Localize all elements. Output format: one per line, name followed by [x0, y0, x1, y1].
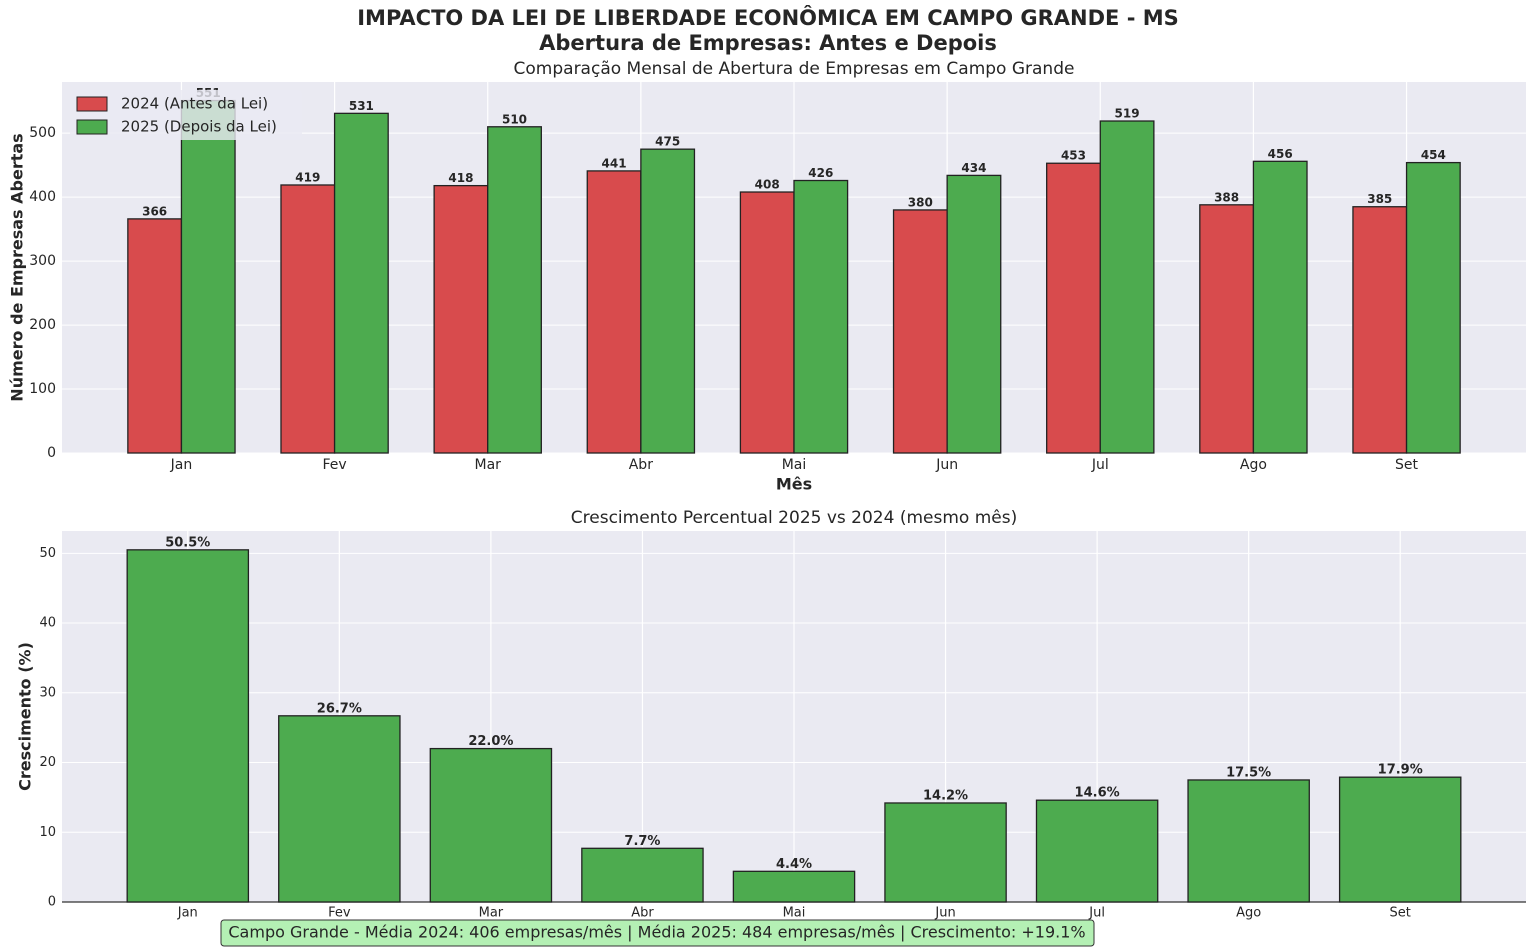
value-label: 26.7% — [317, 701, 362, 716]
x-tick-label: Abr — [631, 906, 654, 921]
legend-swatch — [76, 96, 108, 112]
y-tick-label: 40 — [39, 616, 56, 631]
legend-label: 2025 (Depois da Lei) — [121, 118, 277, 136]
bar — [180, 99, 236, 454]
x-tick-label: Jan — [170, 457, 193, 473]
bar — [1046, 162, 1101, 454]
bar — [487, 126, 542, 454]
bar — [884, 802, 1007, 903]
y-tick-label: 30 — [39, 685, 56, 700]
bar — [892, 209, 948, 454]
value-label: 17.5% — [1226, 765, 1271, 780]
bar — [586, 170, 642, 454]
value-label: 4.4% — [776, 857, 812, 872]
value-label: 7.7% — [624, 834, 660, 849]
value-label: 14.2% — [923, 788, 968, 803]
x-tick-label: Abr — [629, 457, 653, 473]
value-label: 426 — [808, 166, 833, 180]
x-tick-label: Mar — [475, 457, 502, 473]
bar — [1187, 779, 1310, 903]
x-tick-label: Set — [1390, 906, 1411, 921]
y-tick-label: 20 — [39, 755, 56, 770]
value-label: 456 — [1268, 147, 1293, 161]
bar — [1252, 160, 1308, 454]
legend-box — [70, 90, 302, 140]
value-label: 510 — [502, 112, 527, 126]
value-label: 388 — [1214, 190, 1239, 204]
value-label: 380 — [908, 195, 933, 209]
x-tick-label: Mai — [782, 457, 807, 473]
y-tick-label: 10 — [39, 825, 56, 840]
x-tick-label: Jun — [935, 457, 958, 473]
figure-title: IMPACTO DA LEI DE LIBERDADE ECONÔMICA EM… — [357, 5, 1179, 30]
x-tick-label: Mai — [783, 906, 806, 921]
axes-title: Comparação Mensal de Abertura de Empresa… — [514, 59, 1075, 79]
y-tick-label: 100 — [29, 381, 56, 397]
axes-title: Crescimento Percentual 2025 vs 2024 (mes… — [571, 508, 1017, 528]
note: Campo Grande - Média 2024: 406 empresas/… — [228, 923, 1085, 942]
value-label: 408 — [755, 178, 780, 192]
y-tick-label: 400 — [29, 189, 56, 205]
value-label: 14.6% — [1075, 786, 1120, 801]
x-tick-label: Fev — [328, 906, 351, 921]
x-tick-label: Set — [1395, 457, 1419, 473]
legend-swatch — [76, 119, 108, 135]
value-label: 434 — [961, 161, 986, 175]
y-axis-label: Crescimento (%) — [16, 642, 35, 791]
value-label: 531 — [349, 99, 374, 113]
y-tick-label: 200 — [29, 317, 56, 333]
figure-subtitle: Abertura de Empresas: Antes e Depois — [539, 31, 997, 55]
value-label: 22.0% — [468, 734, 513, 749]
x-tick-label: Jan — [177, 906, 198, 921]
y-tick-label: 50 — [39, 546, 56, 561]
value-label: 453 — [1061, 149, 1086, 163]
x-tick-label: Ago — [1240, 457, 1267, 473]
x-axis-label: Mês — [776, 475, 812, 494]
x-tick-label: Jun — [934, 906, 955, 921]
note-box — [220, 919, 1095, 947]
bar — [1352, 206, 1408, 454]
y-tick-label: 500 — [29, 125, 56, 141]
bar — [1099, 120, 1155, 454]
legend-label: 2024 (Antes da Lei) — [121, 95, 268, 113]
x-tick-label: Jul — [1091, 457, 1109, 473]
bar — [433, 184, 489, 454]
value-label: 419 — [295, 170, 320, 184]
value-label: 519 — [1115, 107, 1140, 121]
x-tick-label: Jul — [1088, 906, 1105, 921]
y-tick-label: 0 — [48, 895, 56, 910]
bar — [278, 715, 401, 903]
value-label: 385 — [1367, 192, 1392, 206]
bar — [640, 148, 696, 454]
x-tick-label: Ago — [1236, 906, 1261, 921]
value-label: 454 — [1421, 148, 1446, 162]
bar — [1405, 161, 1461, 454]
bar — [732, 870, 856, 903]
bar — [1199, 204, 1255, 454]
bar — [280, 184, 336, 454]
bar — [126, 549, 250, 903]
y-axis-label: Número de Empresas Abertas — [8, 133, 27, 401]
y-tick-label: 0 — [47, 445, 56, 461]
value-label: 475 — [655, 135, 680, 149]
x-tick-label: Mar — [479, 906, 504, 921]
y-tick-label: 300 — [29, 253, 56, 269]
x-tick-label: Fev — [322, 457, 346, 473]
bar — [1338, 776, 1462, 903]
bar — [333, 112, 389, 454]
value-label: 17.9% — [1378, 763, 1423, 778]
value-label: 441 — [602, 156, 627, 170]
bar — [127, 218, 183, 454]
bar — [739, 191, 795, 454]
bar — [1035, 799, 1159, 903]
value-label: 418 — [448, 171, 473, 185]
bar — [429, 747, 553, 903]
bar — [581, 847, 704, 903]
bar — [793, 179, 849, 454]
value-label: 366 — [142, 204, 167, 218]
value-label: 50.5% — [165, 535, 210, 550]
bar — [946, 174, 1002, 454]
